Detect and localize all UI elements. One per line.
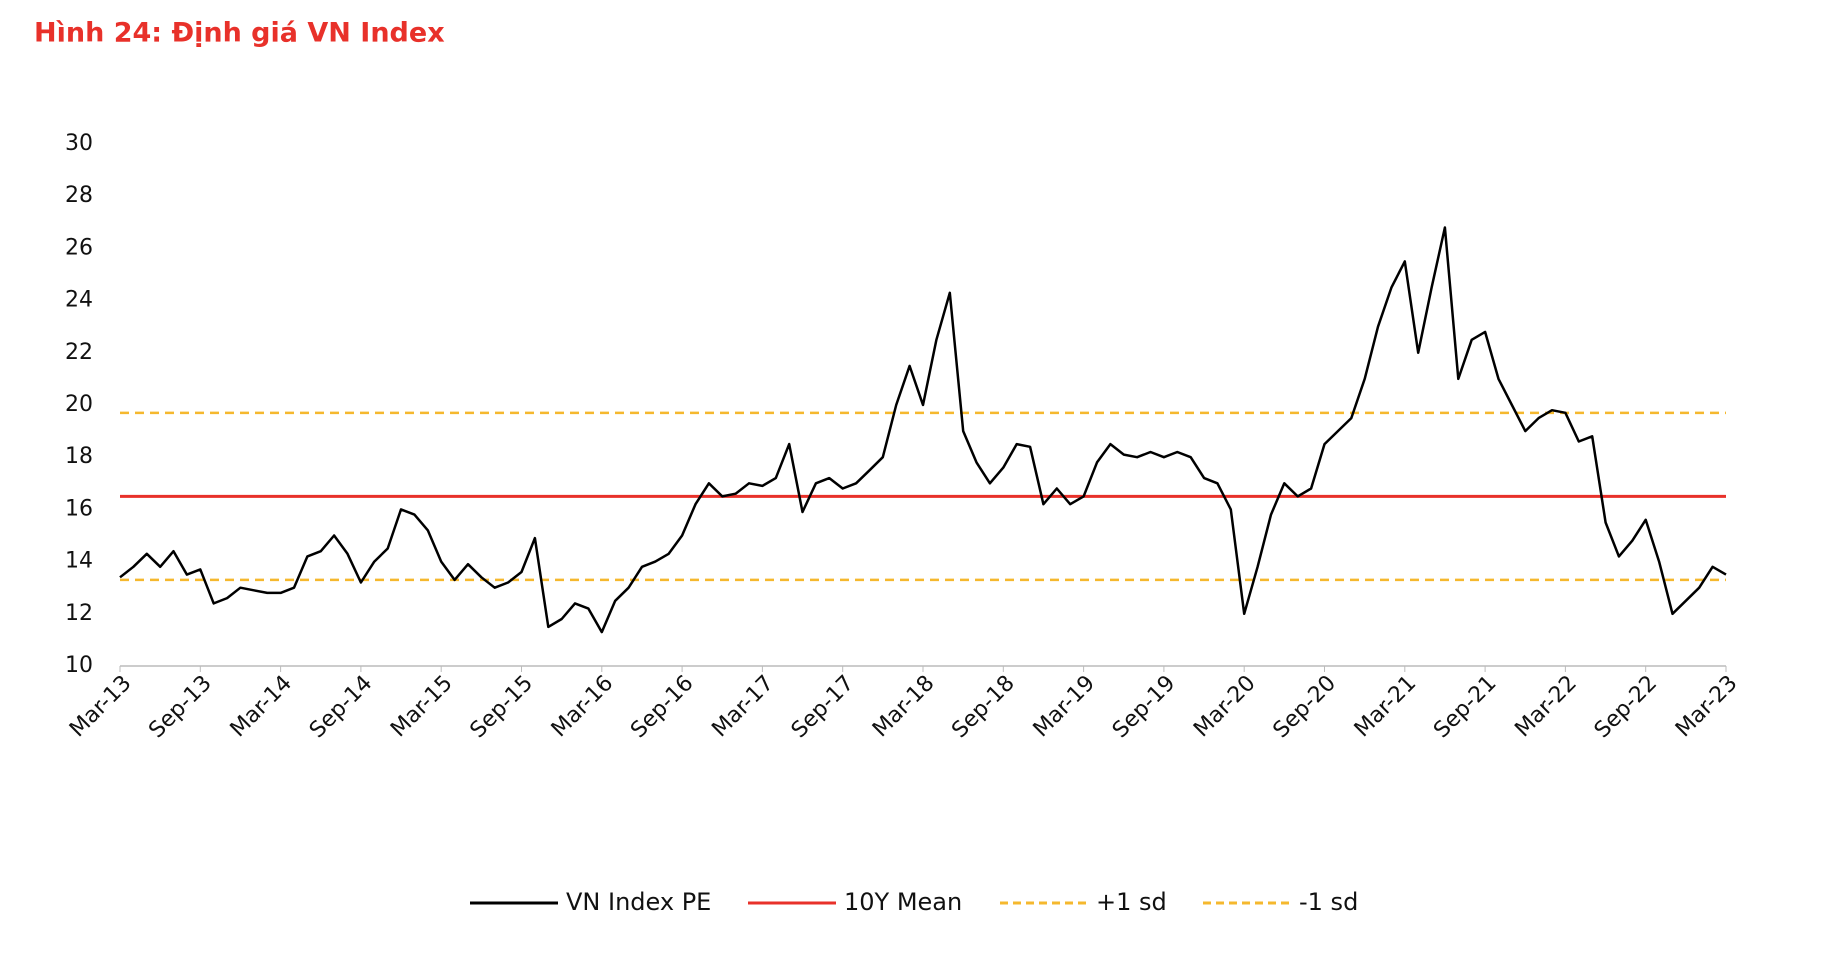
- x-tick-label: Sep-21: [1429, 671, 1501, 743]
- x-tick-label: Mar-21: [1350, 671, 1421, 742]
- x-tick-label: Mar-17: [707, 671, 778, 742]
- x-tick-label: Sep-22: [1590, 671, 1662, 743]
- y-tick-label: 10: [65, 653, 93, 678]
- x-tick-label: Mar-16: [547, 671, 618, 742]
- y-tick-label: 14: [65, 549, 93, 574]
- x-tick-label: Sep-13: [144, 671, 216, 743]
- y-tick-label: 22: [65, 340, 93, 365]
- x-tick-label: Sep-17: [787, 671, 859, 743]
- legend-label: 10Y Mean: [844, 888, 962, 916]
- y-tick-label: 20: [65, 392, 93, 417]
- y-tick-label: 26: [65, 235, 93, 260]
- x-tick-label: Sep-19: [1108, 671, 1180, 743]
- x-tick-label: Mar-13: [65, 671, 136, 742]
- x-tick-label: Mar-20: [1189, 671, 1260, 742]
- x-tick-label: Mar-22: [1510, 671, 1581, 742]
- x-tick-label: Mar-18: [868, 671, 939, 742]
- x-tick-label: Mar-23: [1671, 671, 1742, 742]
- y-tick-label: 12: [65, 601, 93, 626]
- line-series: [119, 226, 1727, 634]
- x-tick-label: Mar-19: [1029, 671, 1100, 742]
- legend-label: +1 sd: [1096, 888, 1167, 916]
- y-tick-label: 18: [65, 444, 93, 469]
- x-tick-label: Mar-14: [226, 671, 297, 742]
- legend-label: VN Index PE: [566, 888, 711, 916]
- y-tick-label: 30: [65, 131, 93, 156]
- x-tick-label: Sep-14: [305, 671, 377, 743]
- y-tick-label: 28: [65, 183, 93, 208]
- x-tick-label: Sep-16: [626, 671, 698, 743]
- x-tick-label: Sep-15: [466, 671, 538, 743]
- legend-label: -1 sd: [1299, 888, 1358, 916]
- y-tick-label: 24: [65, 288, 93, 313]
- y-tick-label: 16: [65, 496, 93, 521]
- chart-title: Hình 24: Định giá VN Index: [34, 18, 445, 49]
- x-tick-label: Sep-18: [947, 671, 1019, 743]
- x-tick-label: Mar-15: [386, 671, 457, 742]
- x-tick-label: Sep-20: [1269, 671, 1341, 743]
